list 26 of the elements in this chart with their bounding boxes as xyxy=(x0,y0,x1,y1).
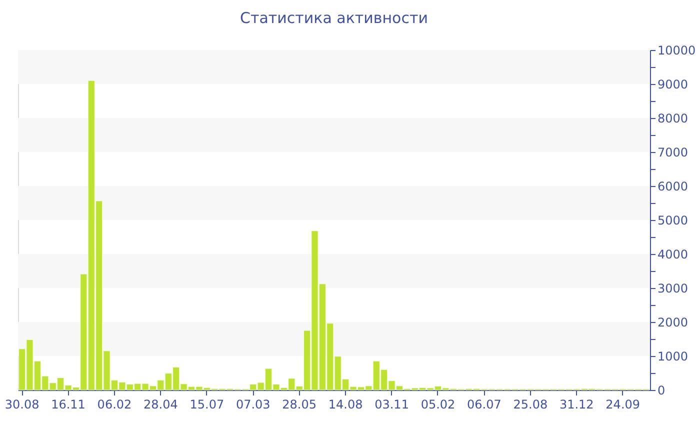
y-tick-label: 10000 xyxy=(658,44,696,58)
y-tick-label: 5000 xyxy=(658,214,688,228)
x-tick-label: 05.02 xyxy=(420,398,456,412)
x-tick-label: 06.02 xyxy=(97,398,132,412)
x-tick-label: 07.03 xyxy=(236,398,270,412)
y-tick-label: 9000 xyxy=(658,78,688,92)
y-tick-label: 6000 xyxy=(658,180,688,194)
chart-title: Статистика активности xyxy=(240,9,428,27)
x-tick-label: 28.05 xyxy=(282,398,317,412)
y-tick-label: 8000 xyxy=(658,112,688,126)
y-tick-label: 7000 xyxy=(658,146,688,160)
x-tick-label: 06.07 xyxy=(467,398,502,412)
y-tick-label: 4000 xyxy=(658,248,688,262)
x-tick-label: 15.07 xyxy=(190,398,224,412)
x-tick-label: 14.08 xyxy=(328,398,363,412)
x-tick-label: 03.11 xyxy=(374,398,409,412)
x-tick-label: 31.12 xyxy=(559,398,594,412)
x-tick-label: 25.08 xyxy=(513,398,548,412)
x-tick-label: 24.09 xyxy=(606,398,640,412)
y-tick-label: 2000 xyxy=(658,316,688,330)
x-tick-label: 28.04 xyxy=(144,398,178,412)
y-tick-label: 1000 xyxy=(658,350,688,364)
x-tick-label: 16.11 xyxy=(51,398,86,412)
y-tick-label: 3000 xyxy=(658,282,688,296)
x-tick-label: 30.08 xyxy=(4,398,40,412)
y-tick-label: 0 xyxy=(658,384,666,398)
